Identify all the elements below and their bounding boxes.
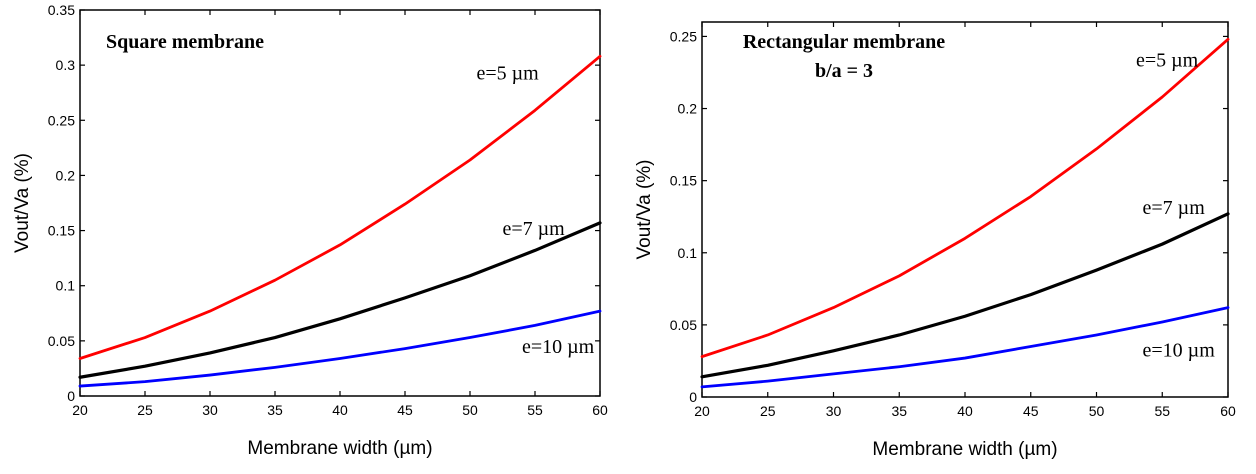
series-label-2: e=7 µm [503,218,566,240]
x-tick-label: 45 [397,402,413,418]
y-tick-label: 0.15 [48,223,75,239]
series-label-3: e=10 µm [1143,340,1216,362]
x-tick-label: 60 [592,402,608,418]
series-line-2 [700,212,1230,379]
y-axis-label: Vout/Va (%) [634,160,655,260]
y-tick-label: 0.35 [48,2,75,18]
chart-annotation-title: Square membrane [106,31,264,53]
x-tick-label: 50 [462,402,478,418]
y-tick-label: 0.1 [678,245,698,261]
series-label-2: e=7 µm [1143,197,1206,219]
chart-annotation-title: Rectangular membrane [743,31,945,53]
y-tick-label: 0.1 [56,278,76,294]
x-tick-label: 35 [267,402,283,418]
chart-annotation-title: b/a = 3 [815,60,873,82]
y-tick-label: 0 [67,388,75,404]
x-tick-label: 40 [332,402,348,418]
x-tick-label: 55 [1154,403,1170,419]
y-axis-label: Vout/Va (%) [12,153,33,253]
series-label-3: e=10 µm [522,336,595,358]
series-line-3 [78,309,602,388]
x-tick-label: 60 [1220,403,1236,419]
y-tick-label: 0.05 [670,317,697,333]
chart-panel-1: 20 25 30 35 40 45 50 55 60 0 0.05 0.1 0.15 0.2 0.25 0.3… [12,2,608,459]
y-tick-label: 0.05 [48,333,75,349]
series-line-2 [78,221,602,379]
y-tick-label: 0.25 [48,112,75,128]
x-tick-label: 40 [957,403,973,419]
x-tick-label: 55 [527,402,543,418]
y-tick-label: 0.2 [56,167,76,183]
y-tick-label: 0.2 [678,101,698,117]
series-line-1 [78,54,602,360]
y-tick-label: 0.15 [670,173,697,189]
x-tick-label: 30 [826,403,842,419]
series-line-1 [700,37,1230,359]
x-tick-label: 25 [137,402,153,418]
chart-panel-2: 20 25 30 35 40 45 50 55 60 0 0.05 0.1 0.15 0.2 0.25 Mem… [634,21,1236,460]
x-tick-label: 45 [1023,403,1039,419]
y-tick-label: 0.3 [56,57,76,73]
x-tick-label: 25 [760,403,776,419]
series-label-1: e=5 µm [477,62,540,84]
x-tick-label: 20 [72,402,88,418]
x-tick-label: 50 [1089,403,1105,419]
y-tick-label: 0.25 [670,28,697,44]
x-tick-label: 30 [202,402,218,418]
x-tick-label: 20 [694,403,710,419]
series-label-1: e=5 µm [1136,50,1199,72]
x-axis-label: Membrane width (µm) [872,439,1057,460]
y-tick-label: 0 [689,389,697,405]
x-tick-label: 35 [891,403,907,419]
series-line-3 [700,306,1230,389]
x-axis-label: Membrane width (µm) [247,438,432,459]
